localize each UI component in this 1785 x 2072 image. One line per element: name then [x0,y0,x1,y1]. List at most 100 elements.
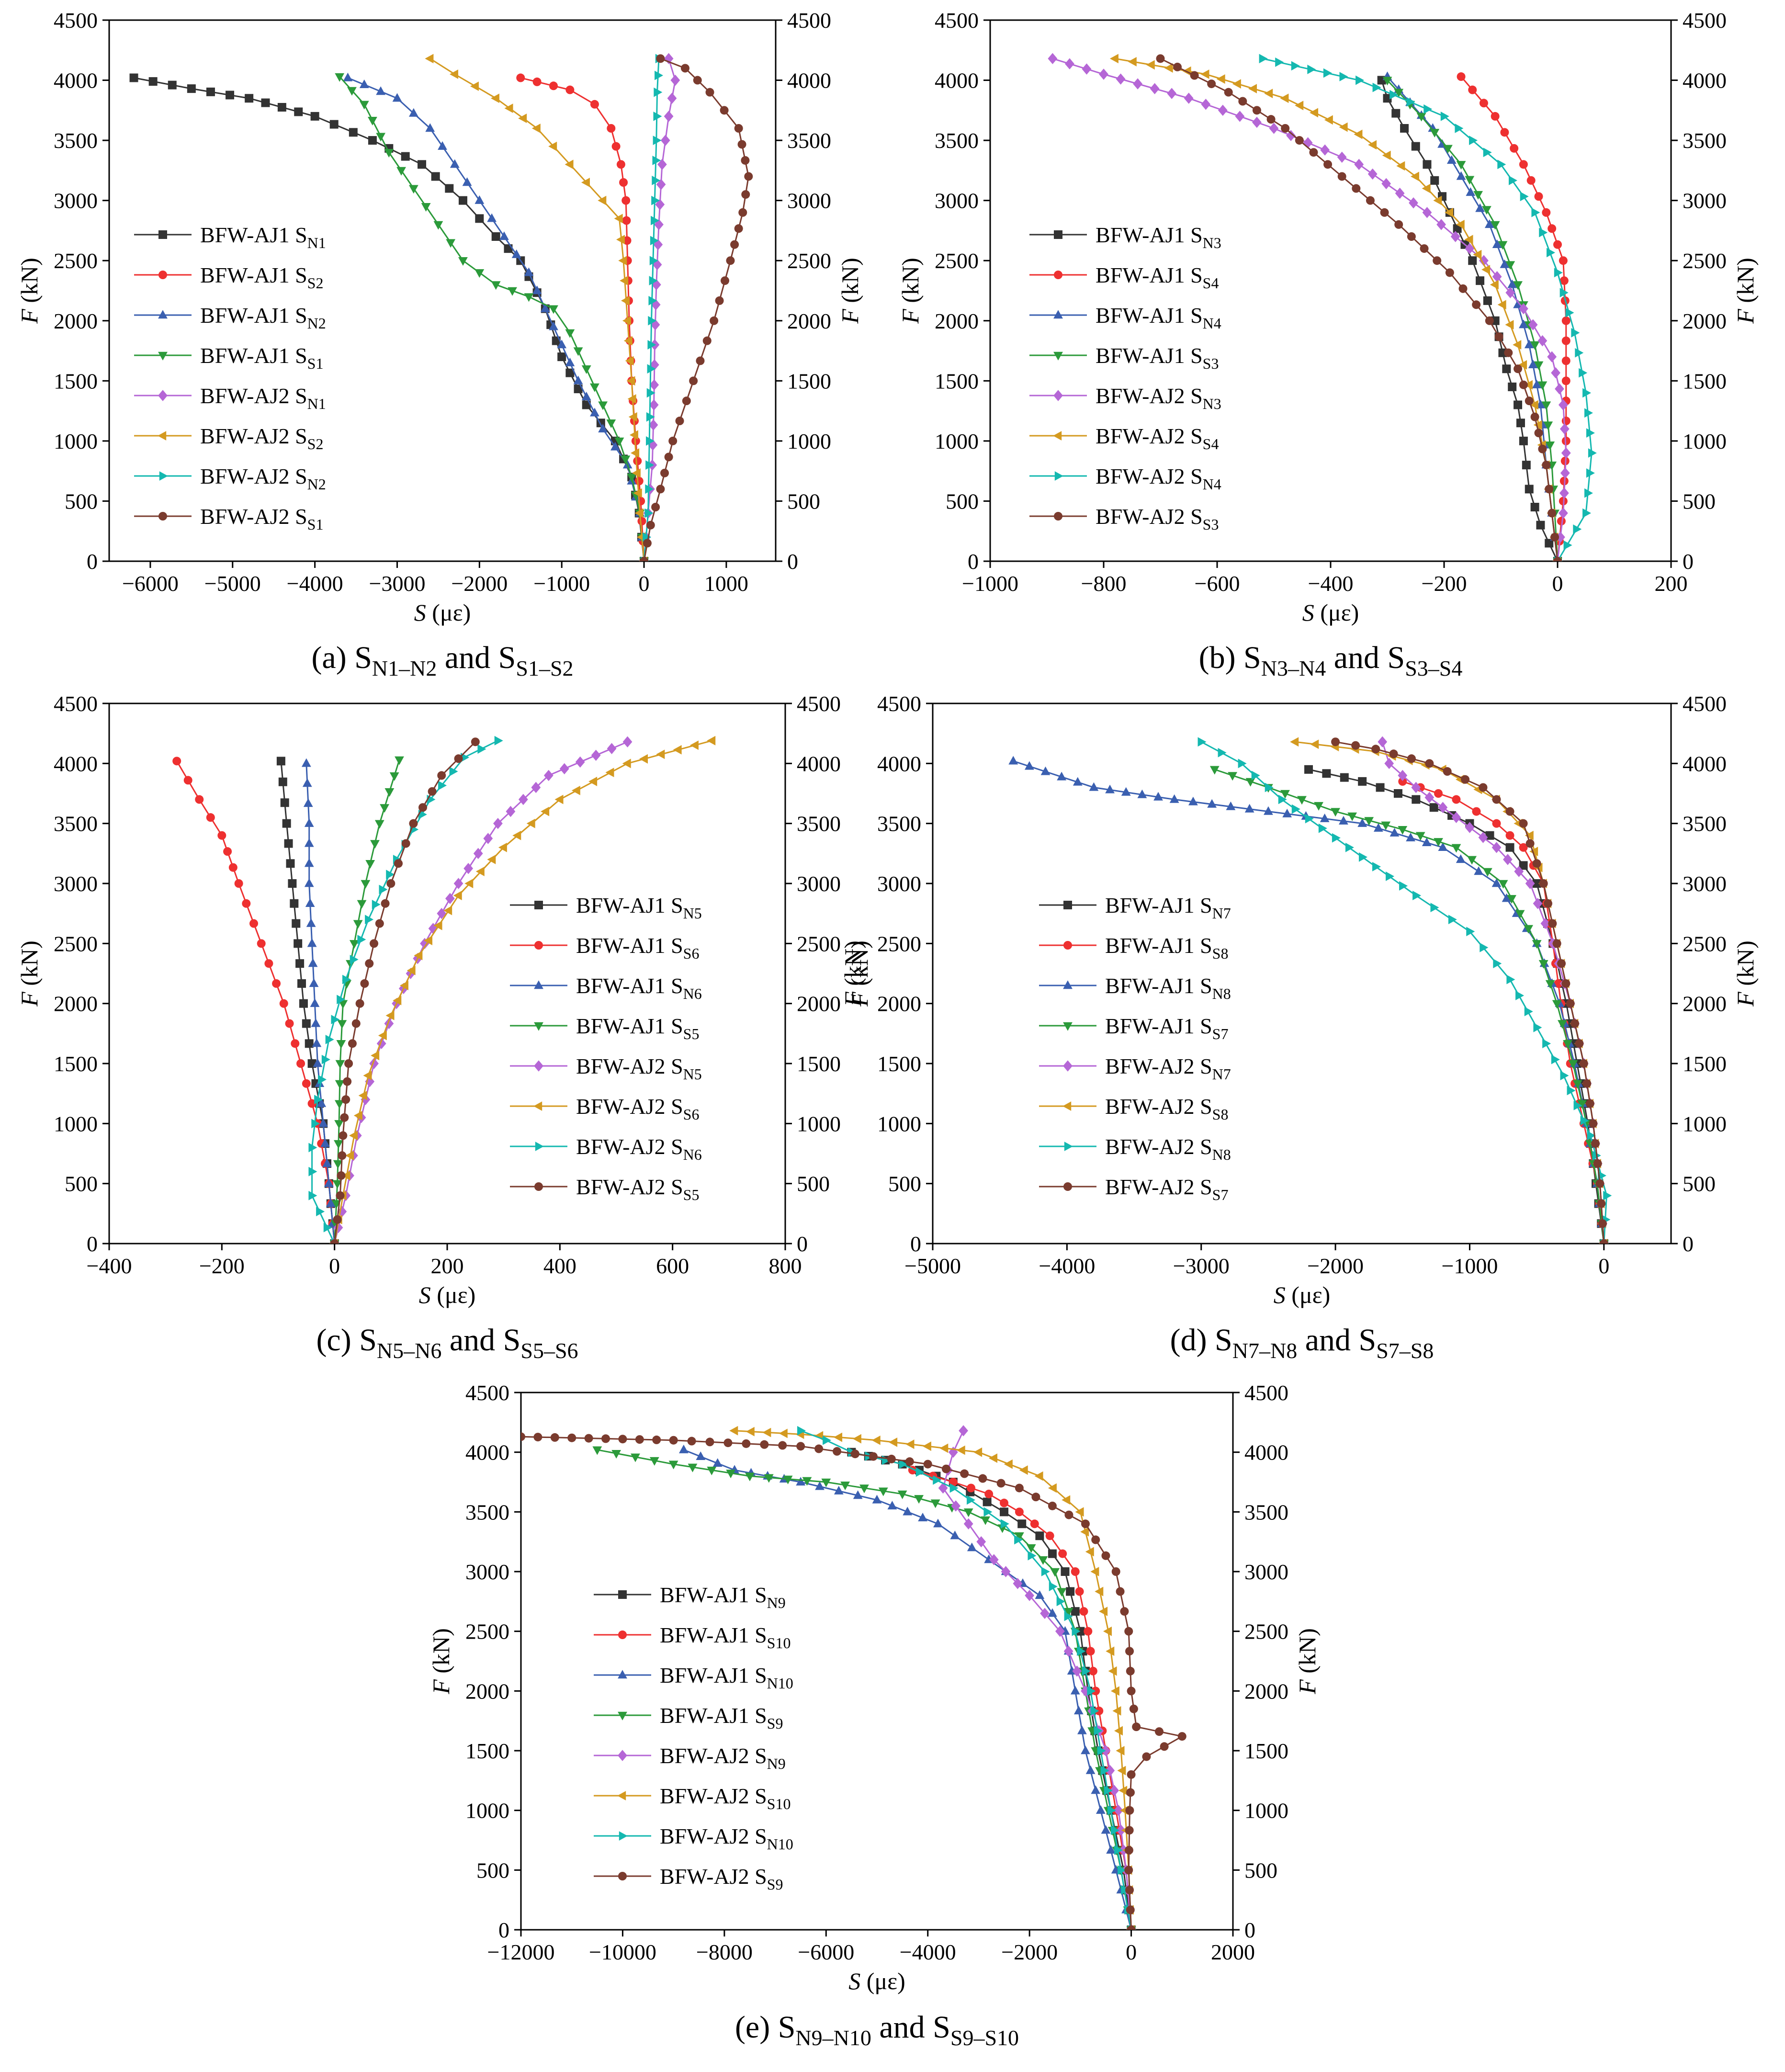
data-point [1129,1704,1138,1713]
data-point [1112,1706,1121,1716]
data-point [549,321,558,330]
data-point [618,1435,627,1444]
series-line [683,1449,1132,1930]
data-point [333,1160,343,1169]
data-point [1478,832,1488,843]
data-point [1117,1766,1126,1776]
data-point [376,1038,386,1049]
data-point [249,919,259,928]
data-point [1483,296,1492,305]
y-tick-label-right: 2500 [787,249,831,273]
data-point [914,1495,924,1504]
data-point [348,1039,357,1048]
data-point [1116,73,1126,85]
data-point [431,172,440,181]
data-point [1595,1179,1604,1188]
data-point [1547,248,1555,258]
data-point [342,974,351,985]
data-point [349,1131,358,1141]
data-point [1500,128,1509,137]
data-point [1438,842,1448,851]
data-point [1297,796,1307,805]
data-point [645,484,654,494]
data-point [1303,137,1313,148]
data-point [1026,1544,1036,1553]
data-point [1560,467,1570,479]
data-point [1580,1116,1589,1125]
data-point [516,73,525,82]
data-point [1282,808,1292,817]
data-point [897,1490,907,1499]
data-point [607,743,617,754]
data-point [1095,1586,1104,1596]
data-point [1079,1607,1088,1616]
series-line [1013,760,1605,1244]
data-point [590,408,599,417]
data-point [1082,1666,1091,1676]
data-point [850,1449,859,1459]
x-tick-label: 0 [1552,571,1563,596]
data-point [148,77,158,86]
data-point [1524,1007,1533,1017]
data-point [1030,1519,1039,1529]
data-point [1582,388,1592,398]
data-point [682,396,691,406]
y-tick-label-right: 500 [1244,1858,1277,1882]
data-point [361,880,371,889]
y-tick-label-left: 3000 [54,872,98,896]
data-point [1057,1588,1067,1597]
data-point [949,1483,959,1493]
legend-entry: BFW-AJ2 SN7 [1105,1054,1231,1083]
data-point [1461,775,1470,784]
y-tick-label-right: 3000 [797,872,841,896]
y-tick-label-left: 4000 [935,68,979,93]
data-point [195,795,204,804]
data-point [351,1019,361,1028]
data-point [1424,792,1435,804]
data-point [565,159,574,170]
data-point [1153,792,1163,801]
data-point [1337,172,1346,181]
data-point [1226,801,1236,810]
data-point [1560,1071,1569,1080]
data-point [715,296,724,305]
data-point [264,959,273,968]
data-point [565,368,575,377]
plot-frame [989,19,1672,562]
data-point [1000,1519,1009,1529]
data-point [395,756,404,765]
data-point [631,448,640,458]
data-point [1412,891,1422,900]
data-point [1573,1100,1582,1110]
data-point [1075,1507,1084,1517]
data-point [305,898,315,907]
data-point [1472,807,1481,816]
data-point [652,1435,661,1444]
legend-marker [1053,351,1063,361]
data-point [989,1554,999,1565]
data-point [1479,255,1489,266]
data-point [276,757,285,766]
data-point [1372,862,1381,872]
data-point [1082,63,1092,75]
data-point [375,919,384,928]
y-tick-label-right: 1500 [1683,1052,1727,1076]
data-point [637,517,646,526]
data-point [345,1151,354,1161]
x-tick-label: −800 [1081,571,1127,596]
data-point [1585,1099,1594,1108]
data-point [1228,772,1238,781]
data-point [1058,1549,1067,1558]
y-axis-label-left: F (kN) [16,258,43,324]
data-point [1457,72,1466,81]
legend-marker [1054,512,1062,521]
data-point [834,1432,843,1442]
legend-entry: BFW-AJ2 SN6 [576,1134,702,1163]
data-point [408,185,418,194]
data-point [1532,940,1542,949]
data-point [1224,88,1233,97]
data-point [168,80,177,90]
data-point [385,1010,395,1020]
data-point [386,879,395,888]
data-point [425,123,435,132]
